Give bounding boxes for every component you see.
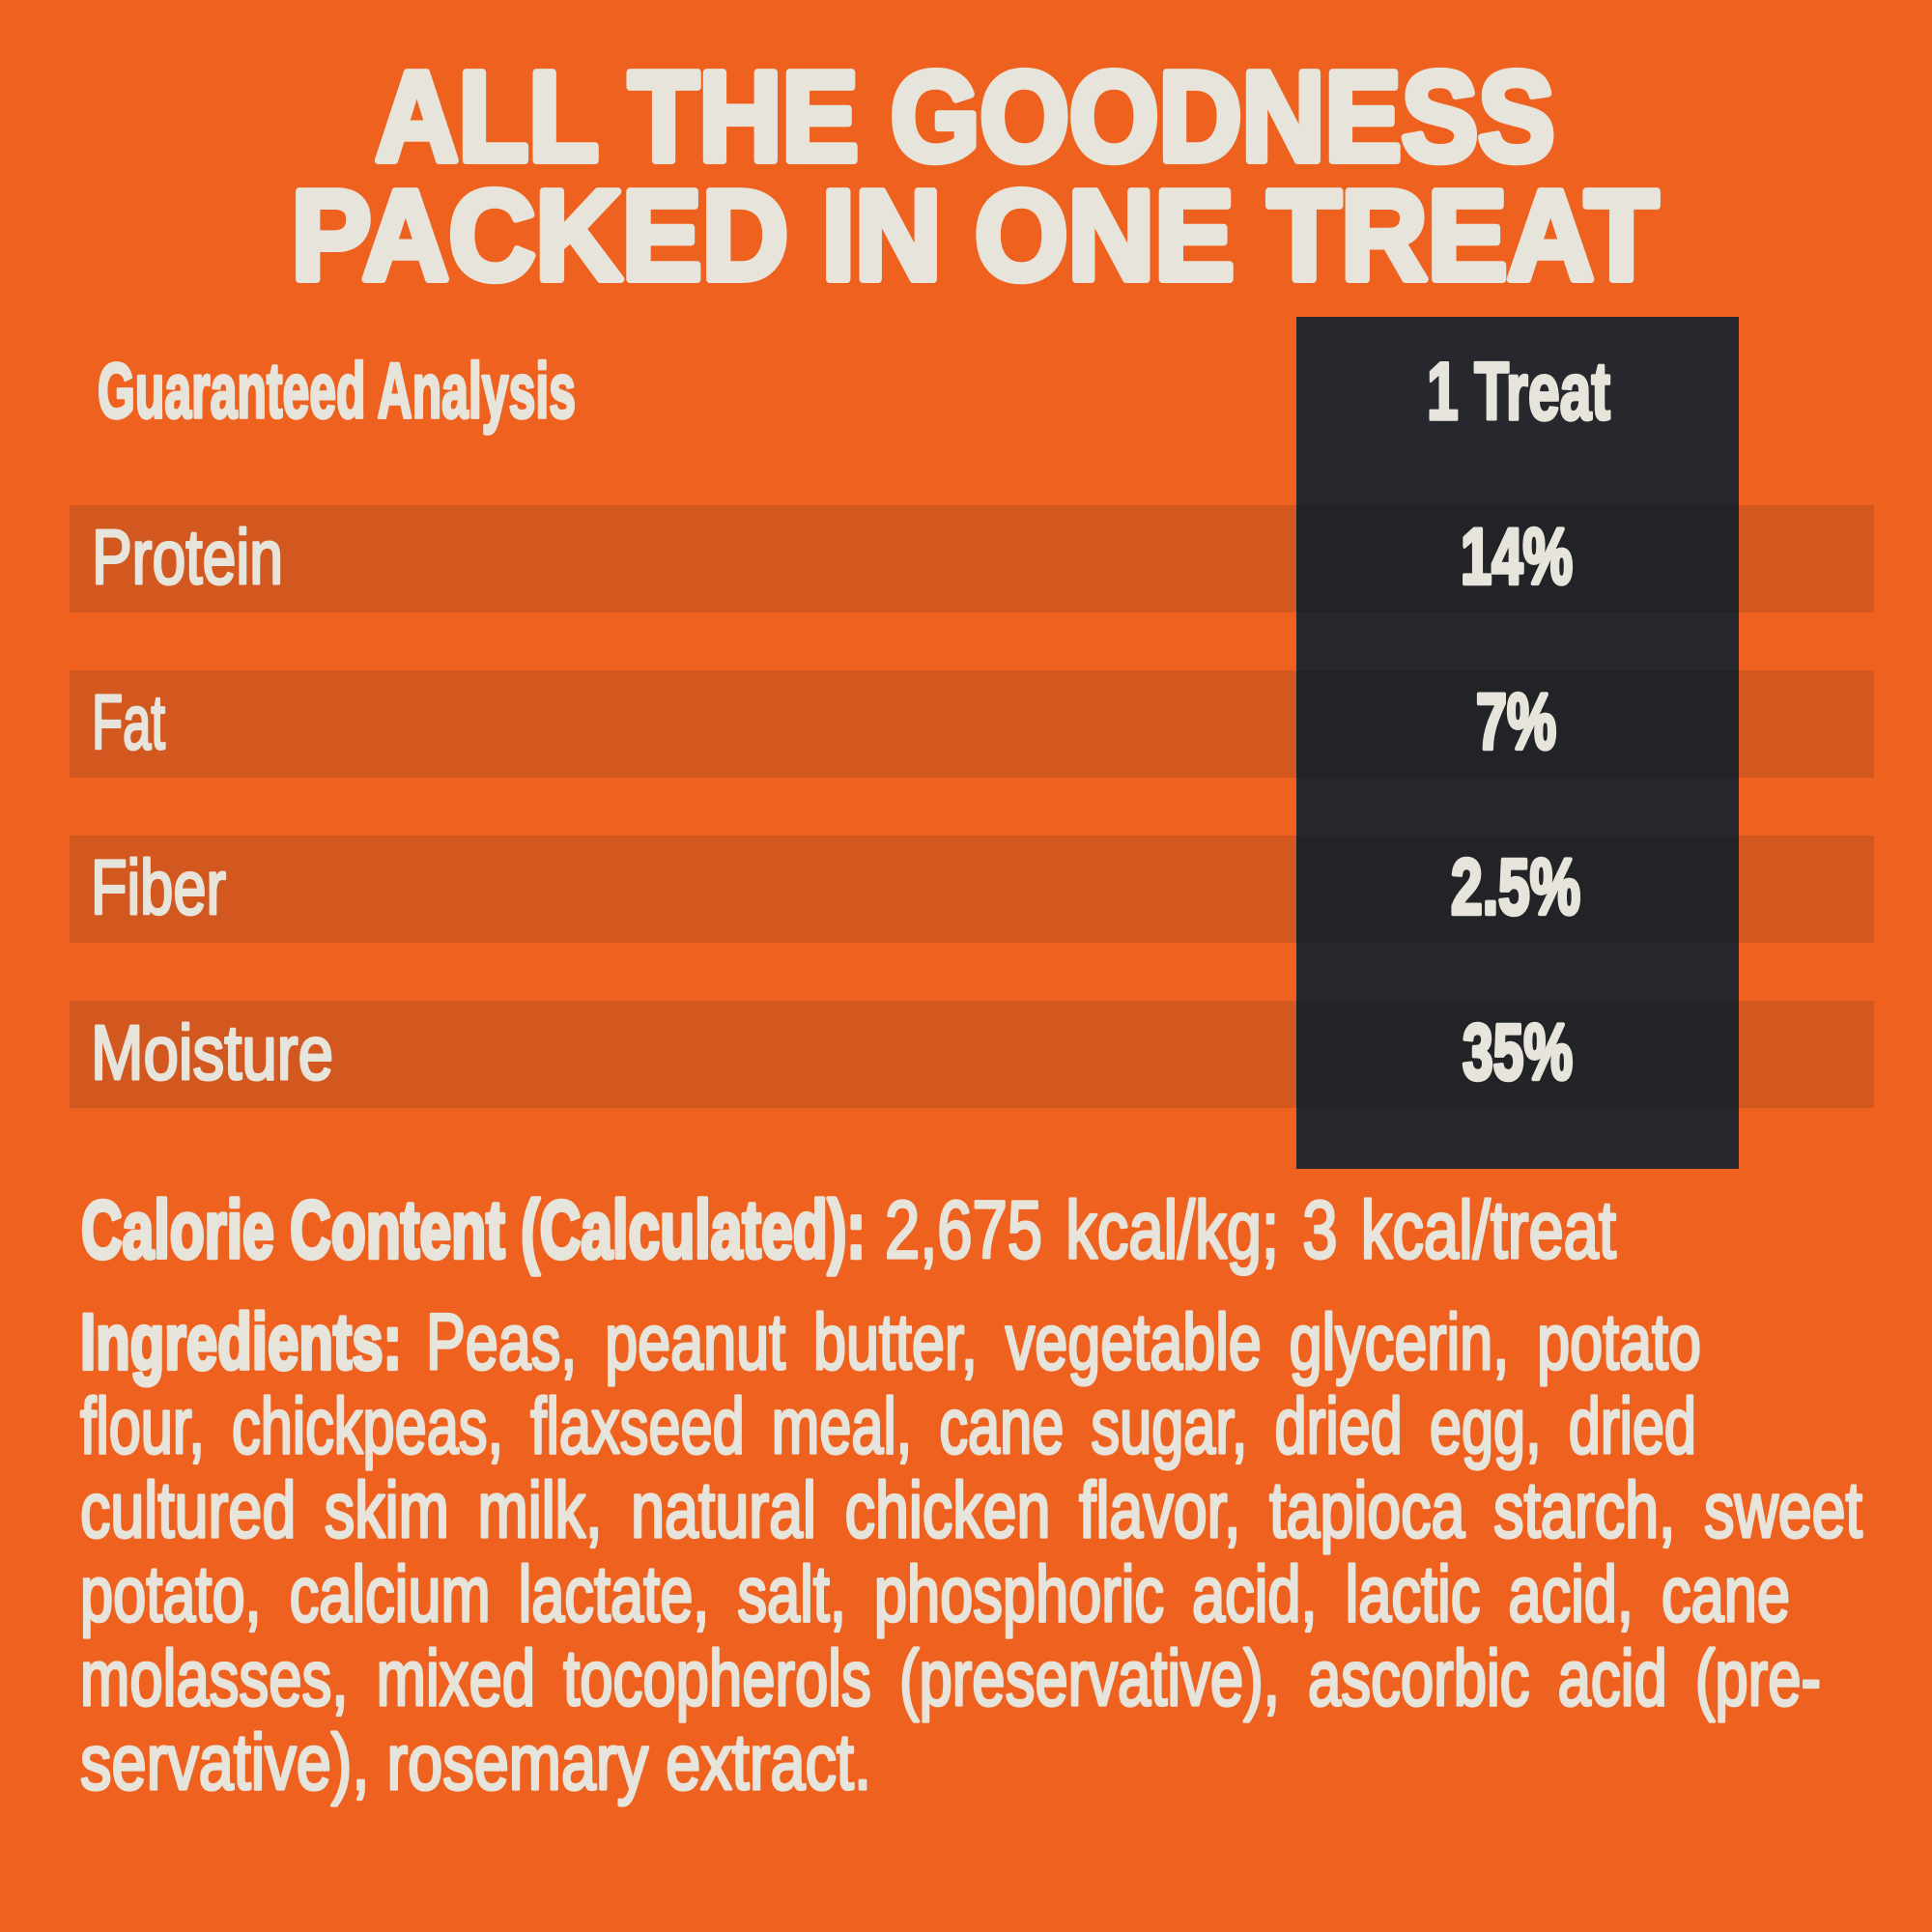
svg-text:Ingredients:: Ingredients:: [80, 1298, 402, 1386]
svg-text:Calorie Content (Calculated):: Calorie Content (Calculated):: [81, 1184, 866, 1275]
svg-text:cultured skim milk, natural ch: cultured skim milk, natural chicken flav…: [80, 1466, 1862, 1554]
svg-text:PACKED IN ONE TREAT: PACKED IN ONE TREAT: [292, 164, 1659, 306]
svg-text:14%: 14%: [1461, 513, 1573, 601]
svg-text:35%: 35%: [1463, 1009, 1573, 1096]
svg-text:Moisture: Moisture: [91, 1009, 333, 1095]
svg-text:ALL THE GOODNESS: ALL THE GOODNESS: [376, 45, 1555, 187]
svg-text:molasses, mixed tocopherols (p: molasses, mixed tocopherols (preservativ…: [80, 1634, 1821, 1722]
svg-text:Peas, peanut butter, vegetable: Peas, peanut butter, vegetable glycerin,…: [426, 1298, 1701, 1386]
svg-text:1 Treat: 1 Treat: [1427, 346, 1610, 437]
svg-text:2,675 kcal/kg; 3 kcal/treat: 2,675 kcal/kg; 3 kcal/treat: [885, 1184, 1616, 1275]
svg-text:servative), rosemary extract.: servative), rosemary extract.: [80, 1719, 871, 1806]
svg-text:Guaranteed Analysis: Guaranteed Analysis: [98, 348, 576, 435]
svg-text:flour, chickpeas, flaxseed mea: flour, chickpeas, flaxseed meal, cane su…: [80, 1382, 1696, 1470]
svg-text:Fat: Fat: [92, 679, 165, 765]
svg-text:Protein: Protein: [92, 514, 283, 600]
svg-text:Fiber: Fiber: [91, 844, 226, 930]
svg-text:potato, calcium lactate, salt,: potato, calcium lactate, salt, phosphori…: [80, 1550, 1790, 1638]
svg-text:2.5%: 2.5%: [1451, 843, 1580, 931]
svg-text:7%: 7%: [1476, 678, 1556, 766]
